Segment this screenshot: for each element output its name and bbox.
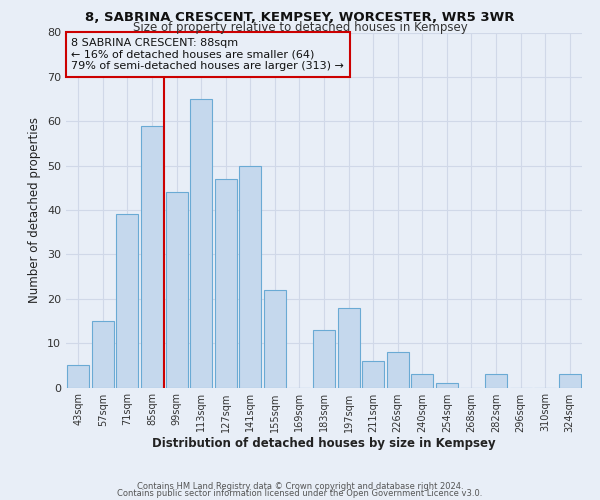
Bar [239, 166, 262, 388]
Bar [338, 308, 359, 388]
Bar [166, 192, 188, 388]
Text: Contains public sector information licensed under the Open Government Licence v3: Contains public sector information licen… [118, 489, 482, 498]
Bar [436, 383, 458, 388]
X-axis label: Distribution of detached houses by size in Kempsey: Distribution of detached houses by size … [152, 438, 496, 450]
Bar [190, 99, 212, 388]
Bar [264, 290, 286, 388]
Bar [116, 214, 139, 388]
Bar [559, 374, 581, 388]
Bar [362, 361, 384, 388]
Bar [386, 352, 409, 388]
Bar [141, 126, 163, 388]
Bar [411, 374, 433, 388]
Bar [92, 321, 114, 388]
Bar [313, 330, 335, 388]
Bar [215, 179, 237, 388]
Text: Size of property relative to detached houses in Kempsey: Size of property relative to detached ho… [133, 22, 467, 35]
Bar [67, 366, 89, 388]
Text: Contains HM Land Registry data © Crown copyright and database right 2024.: Contains HM Land Registry data © Crown c… [137, 482, 463, 491]
Text: 8, SABRINA CRESCENT, KEMPSEY, WORCESTER, WR5 3WR: 8, SABRINA CRESCENT, KEMPSEY, WORCESTER,… [85, 11, 515, 24]
Bar [485, 374, 507, 388]
Text: 8 SABRINA CRESCENT: 88sqm
← 16% of detached houses are smaller (64)
79% of semi-: 8 SABRINA CRESCENT: 88sqm ← 16% of detac… [71, 38, 344, 71]
Y-axis label: Number of detached properties: Number of detached properties [28, 117, 41, 303]
